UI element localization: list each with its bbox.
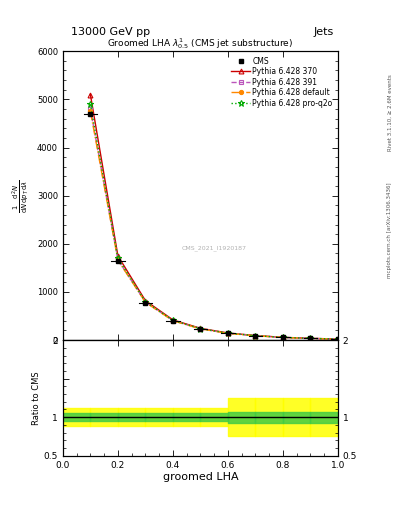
Pythia 6.428 default	[308, 335, 313, 342]
CMS	[253, 333, 258, 339]
Pythia 6.428 391	[281, 334, 285, 340]
Pythia 6.428 pro-q2o	[116, 255, 120, 261]
CMS	[88, 111, 93, 117]
Pythia 6.428 pro-q2o	[308, 335, 313, 342]
Pythia 6.428 default	[198, 326, 203, 332]
CMS	[198, 326, 203, 332]
Pythia 6.428 default	[143, 299, 148, 305]
Pythia 6.428 370	[253, 332, 258, 338]
Pythia 6.428 391	[88, 106, 93, 112]
Pythia 6.428 pro-q2o	[143, 298, 148, 305]
Y-axis label: $\frac{1}{\mathrm{d}N}\frac{\mathrm{d}^{2}N}{\mathrm{d}p_T\,\mathrm{d}\lambda}$: $\frac{1}{\mathrm{d}N}\frac{\mathrm{d}^{…	[11, 179, 31, 212]
Pythia 6.428 pro-q2o	[253, 333, 258, 339]
Pythia 6.428 391	[171, 317, 175, 324]
Pythia 6.428 default	[226, 330, 230, 336]
CMS	[281, 334, 285, 340]
Pythia 6.428 default	[253, 333, 258, 339]
CMS	[308, 335, 313, 342]
Text: 13000 GeV pp: 13000 GeV pp	[71, 27, 150, 37]
Pythia 6.428 default	[171, 317, 175, 324]
Pythia 6.428 370	[171, 317, 175, 323]
Title: Groomed LHA $\lambda^{1}_{0.5}$ (CMS jet substructure): Groomed LHA $\lambda^{1}_{0.5}$ (CMS jet…	[107, 36, 294, 51]
Pythia 6.428 370	[281, 334, 285, 340]
Pythia 6.428 pro-q2o	[198, 326, 203, 332]
Pythia 6.428 370	[308, 335, 313, 342]
Pythia 6.428 default	[281, 334, 285, 340]
Pythia 6.428 default	[116, 257, 120, 263]
Pythia 6.428 pro-q2o	[281, 334, 285, 340]
Pythia 6.428 391	[198, 326, 203, 332]
Pythia 6.428 391	[226, 330, 230, 336]
Pythia 6.428 pro-q2o	[171, 317, 175, 324]
CMS	[116, 258, 120, 264]
Pythia 6.428 391	[143, 299, 148, 305]
Pythia 6.428 391	[116, 257, 120, 263]
Text: Jets: Jets	[314, 27, 334, 37]
Line: Pythia 6.428 370: Pythia 6.428 370	[88, 92, 340, 342]
Pythia 6.428 default	[336, 336, 340, 342]
Pythia 6.428 default	[88, 109, 93, 115]
CMS	[226, 330, 230, 336]
Pythia 6.428 pro-q2o	[336, 336, 340, 342]
Y-axis label: Ratio to CMS: Ratio to CMS	[32, 371, 41, 425]
Pythia 6.428 370	[88, 92, 93, 98]
CMS	[171, 318, 175, 324]
Line: Pythia 6.428 391: Pythia 6.428 391	[88, 106, 340, 342]
Line: Pythia 6.428 default: Pythia 6.428 default	[88, 109, 340, 341]
X-axis label: groomed LHA: groomed LHA	[163, 472, 238, 482]
Pythia 6.428 391	[336, 336, 340, 342]
Pythia 6.428 391	[253, 333, 258, 339]
Pythia 6.428 391	[308, 335, 313, 342]
Line: Pythia 6.428 pro-q2o: Pythia 6.428 pro-q2o	[87, 101, 341, 342]
Legend: CMS, Pythia 6.428 370, Pythia 6.428 391, Pythia 6.428 default, Pythia 6.428 pro-: CMS, Pythia 6.428 370, Pythia 6.428 391,…	[230, 55, 334, 109]
Pythia 6.428 370	[226, 330, 230, 336]
Text: CMS_2021_I1920187: CMS_2021_I1920187	[182, 245, 247, 250]
CMS	[143, 300, 148, 306]
Pythia 6.428 pro-q2o	[88, 101, 93, 107]
Pythia 6.428 370	[143, 297, 148, 304]
Pythia 6.428 370	[198, 325, 203, 331]
Text: Rivet 3.1.10, ≥ 2.6M events: Rivet 3.1.10, ≥ 2.6M events	[387, 74, 392, 151]
CMS	[336, 336, 340, 342]
Line: CMS: CMS	[88, 112, 340, 342]
Pythia 6.428 370	[116, 253, 120, 259]
Pythia 6.428 pro-q2o	[226, 330, 230, 336]
Pythia 6.428 370	[336, 336, 340, 342]
Text: mcplots.cern.ch [arXiv:1306.3436]: mcplots.cern.ch [arXiv:1306.3436]	[387, 183, 392, 278]
